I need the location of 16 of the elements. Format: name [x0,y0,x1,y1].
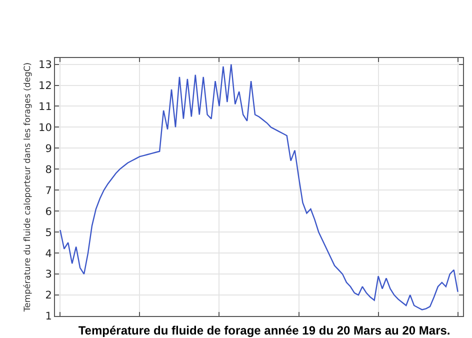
y-tick-label: 5 [45,226,52,239]
y-tick-label: 13 [38,58,52,71]
text: Température du fluide de forage année 19 du 20 Mars au 20 Mars. [78,324,450,338]
y-tick-label: 4 [45,248,52,260]
y-tick-label: 2 [45,290,52,302]
y-tick-label: 7 [45,184,52,197]
y-tick-label: 8 [45,164,52,176]
y-axis-title: Température du fluide caloporteur dans les forages (degC) [23,62,34,313]
y-tick-label: 6 [45,206,52,218]
line-series [60,64,458,310]
y-tick-label: 12 [38,80,52,92]
y-tick-label: 1 [45,310,52,323]
y-tick-label: 9 [45,142,52,155]
y-tick-label: 10 [38,122,52,134]
y-tick-label: 11 [38,100,52,113]
y-tick-label: 3 [45,268,52,281]
